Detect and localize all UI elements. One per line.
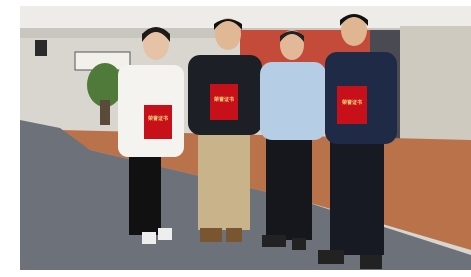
ceiling (20, 6, 471, 28)
pants (129, 155, 161, 235)
certificate-cover (144, 105, 172, 139)
certificate-label: 荣誉证书 (147, 115, 168, 122)
shoe (142, 232, 156, 244)
shirt (260, 62, 326, 140)
shoe (360, 255, 382, 269)
shoe (292, 238, 306, 250)
right-wall (400, 26, 471, 156)
pants (198, 132, 250, 230)
certificate-label: 荣誉证书 (213, 96, 234, 103)
certificate: 荣誉证书 (144, 105, 172, 139)
page: {"scene": {"certificates": [{"label": "荣… (0, 0, 471, 277)
pants (266, 135, 312, 240)
certificate: 荣誉证书 (210, 84, 238, 120)
shoe (262, 235, 286, 247)
speaker (35, 40, 47, 56)
plant-pot (100, 100, 110, 125)
pants (330, 140, 384, 255)
shoe (158, 228, 172, 240)
bottom-margin (20, 270, 471, 277)
certificate: 荣誉证书 (337, 86, 367, 124)
shoe (200, 228, 222, 242)
shoe (318, 250, 344, 264)
shoe (226, 228, 242, 242)
photo: 荣誉证书 荣誉证书 荣誉证书 (0, 0, 471, 277)
certificate-label: 荣誉证书 (341, 99, 362, 106)
